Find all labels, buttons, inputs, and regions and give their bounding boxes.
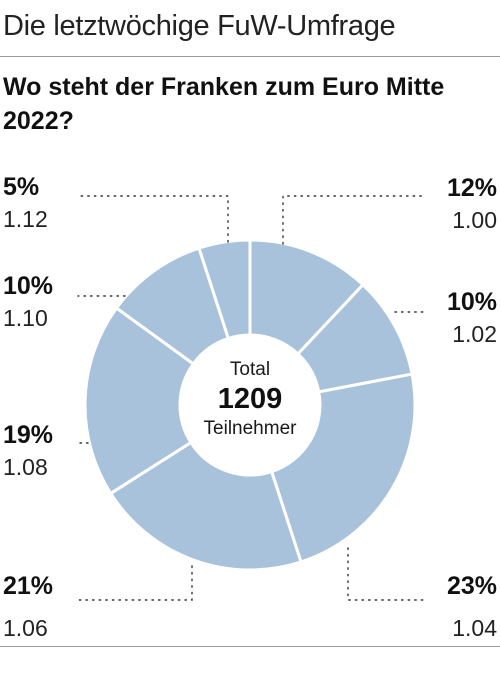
leader-line-1-12 [77,195,229,243]
bottom-divider [0,646,500,647]
center-total-value: 1209 [218,383,283,415]
top-divider [0,56,500,57]
chart-title: Wo steht der Franken zum Euro Mitte 2022… [3,73,445,135]
category-label-1-12: 1.12 [3,206,48,232]
category-label-1-00: 1.00 [452,207,497,233]
center-label-participants: Teilnehmer [204,418,298,439]
category-label-1-10: 1.10 [3,305,48,331]
category-label-1-04: 1.04 [452,615,497,641]
slices-group [83,238,417,572]
category-label-1-06: 1.06 [3,615,48,641]
kicker-title: Die letztwöchige FuW-Umfrage [3,10,396,42]
percent-label-1-08: 19% [3,421,53,449]
percent-label-1-04: 23% [447,572,497,600]
percent-label-1-06: 21% [3,572,53,600]
leader-lines-group [77,195,426,601]
percent-label-1-00: 12% [447,174,497,202]
center-label-total: Total [230,359,270,380]
labels-group: 12% 1.00 10% 1.02 23% 1.04 21% 1.06 19% 1.08 10% 1.… [3,173,497,641]
leader-line-1-04 [347,547,426,601]
category-label-1-02: 1.02 [452,321,497,347]
percent-label-1-10: 10% [3,272,53,300]
leader-line-1-00 [282,195,426,245]
percent-label-1-12: 5% [3,173,39,201]
percent-label-1-02: 10% [447,288,497,316]
donut-hole [180,335,320,475]
leader-line-1-06 [77,565,193,601]
category-label-1-08: 1.08 [3,454,48,480]
